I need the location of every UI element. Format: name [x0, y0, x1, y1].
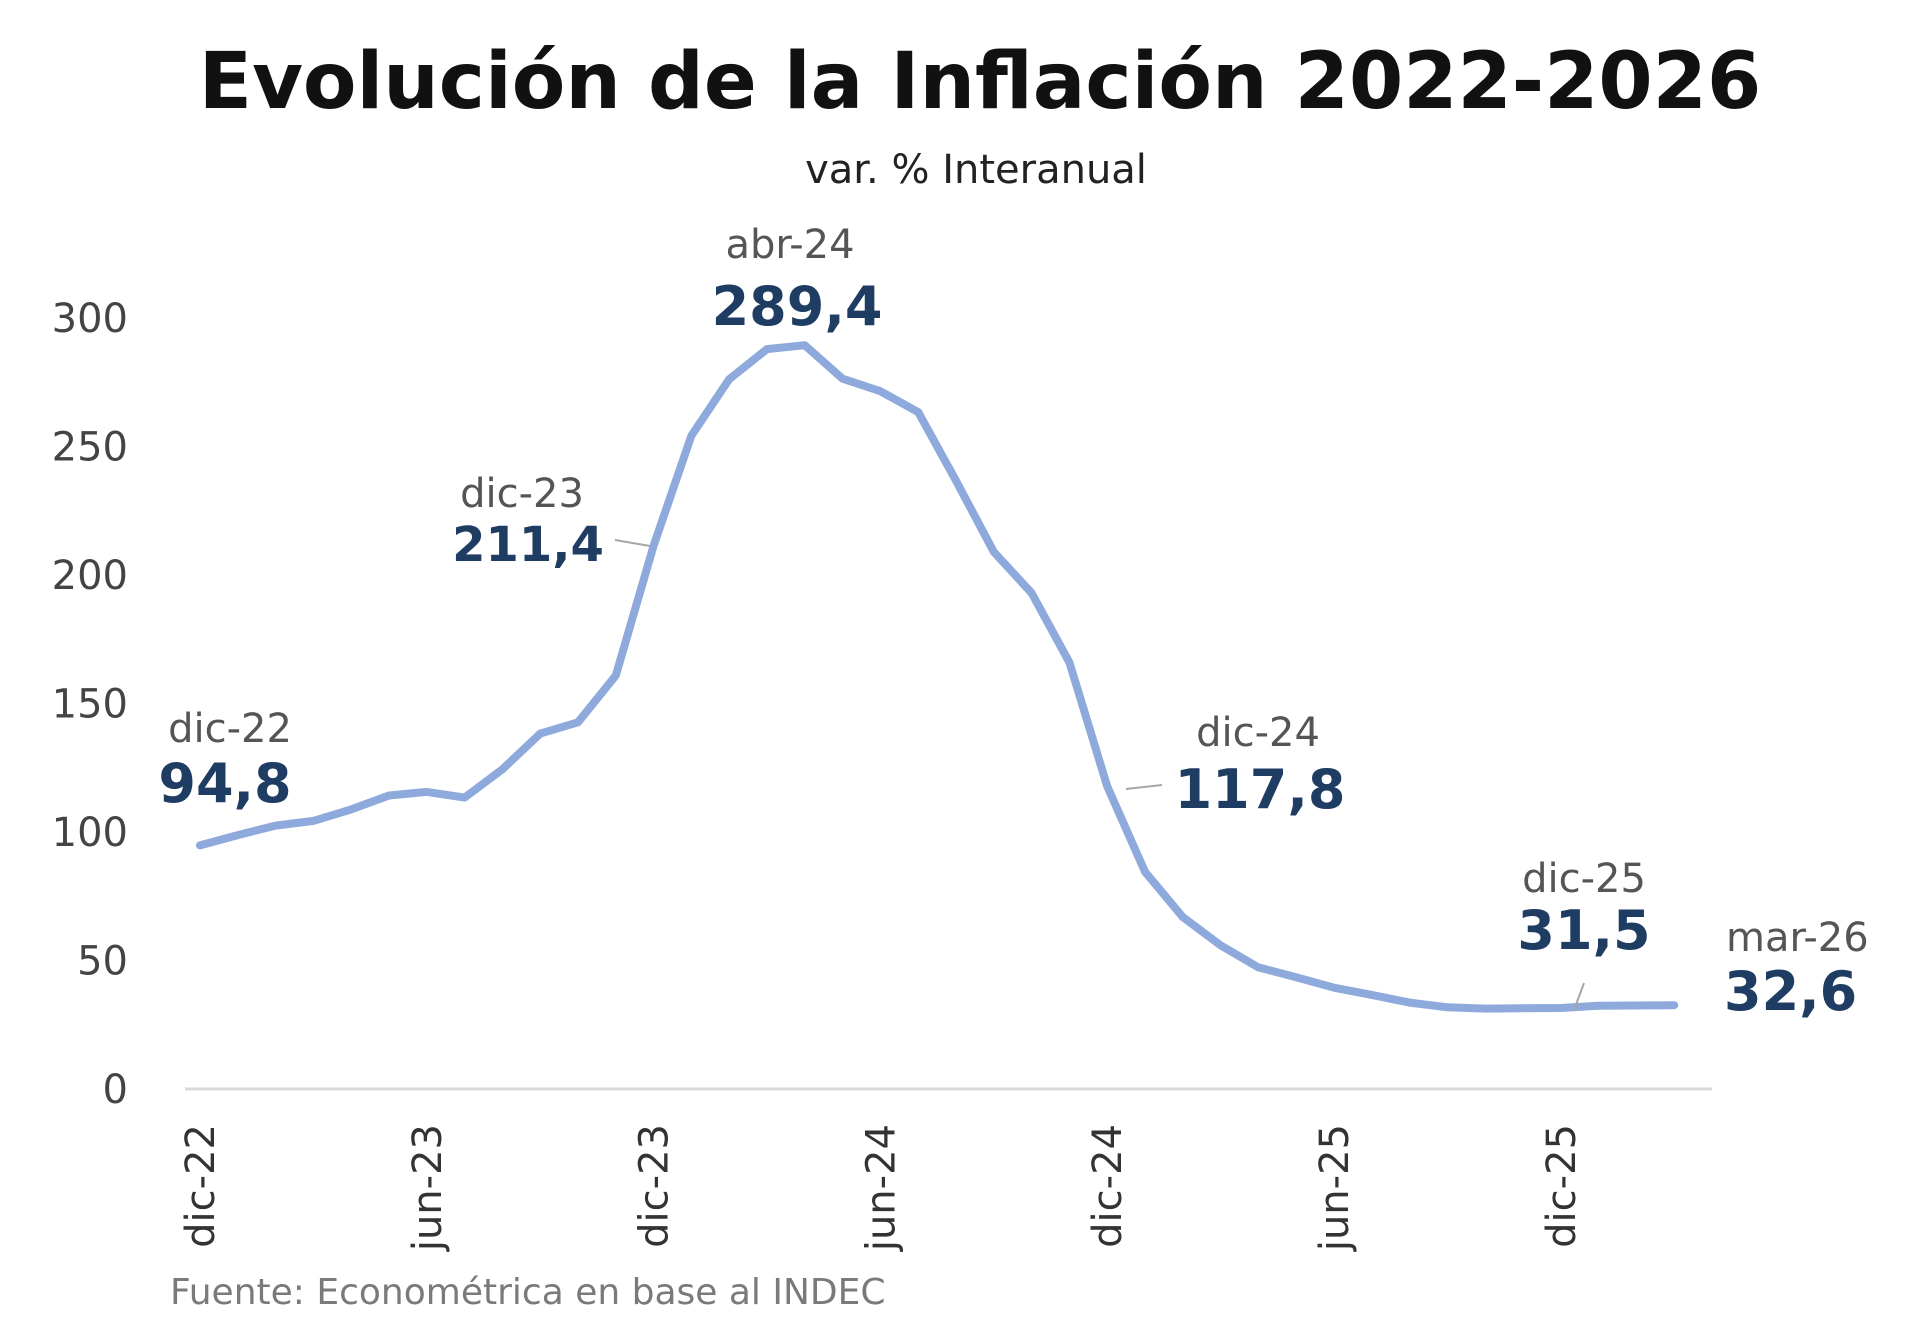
annotation-leader [1125, 784, 1163, 790]
x-axis-ticks: dic-22 jun-23 dic-23 jun-24 dic-24 jun-25 dic-… [178, 1124, 1585, 1252]
x-tick-label: dic-25 [1539, 1124, 1585, 1248]
x-tick-label: jun-23 [405, 1124, 451, 1252]
annotation-value: 289,4 [712, 275, 883, 338]
annotation-value: 94,8 [158, 752, 291, 815]
annotation-date: dic-24 [1196, 710, 1320, 756]
annotation-date: abr-24 [725, 222, 854, 268]
annotation-date: dic-23 [460, 471, 584, 517]
x-tick-label: jun-25 [1312, 1124, 1358, 1252]
source-note: Fuente: Econométrica en base al INDEC [170, 1272, 886, 1313]
annotation-leader [614, 539, 651, 547]
annotation-leaders [614, 539, 1585, 1011]
y-axis-ticks: 0 50 100 150 200 250 300 [52, 296, 128, 1113]
annotation-date: dic-25 [1522, 856, 1646, 902]
chart-title: Evolución de la Inflación 2022-2026 [199, 37, 1761, 127]
chart-subtitle: var. % Interanual [805, 147, 1147, 193]
x-tick-label: dic-22 [178, 1124, 224, 1248]
annotation-leader [1573, 982, 1585, 1011]
y-tick-label: 300 [52, 296, 128, 342]
y-tick-label: 200 [52, 553, 128, 599]
x-tick-label: dic-24 [1085, 1124, 1131, 1248]
y-tick-label: 150 [52, 682, 128, 728]
y-tick-label: 250 [52, 425, 128, 471]
x-tick-label: dic-23 [632, 1124, 678, 1248]
y-tick-label: 50 [77, 939, 128, 985]
annotation-value: 31,5 [1517, 899, 1650, 962]
y-tick-label: 0 [103, 1067, 128, 1113]
annotation-value: 117,8 [1175, 758, 1346, 821]
y-tick-label: 100 [52, 810, 128, 856]
annotation-date: dic-22 [168, 706, 292, 752]
annotation-value: 32,6 [1724, 960, 1857, 1023]
inflation-series-line [196, 341, 1679, 1013]
x-tick-label: jun-24 [858, 1124, 904, 1252]
annotation-value: 211,4 [452, 517, 604, 573]
annotation-date: mar-26 [1726, 915, 1869, 961]
